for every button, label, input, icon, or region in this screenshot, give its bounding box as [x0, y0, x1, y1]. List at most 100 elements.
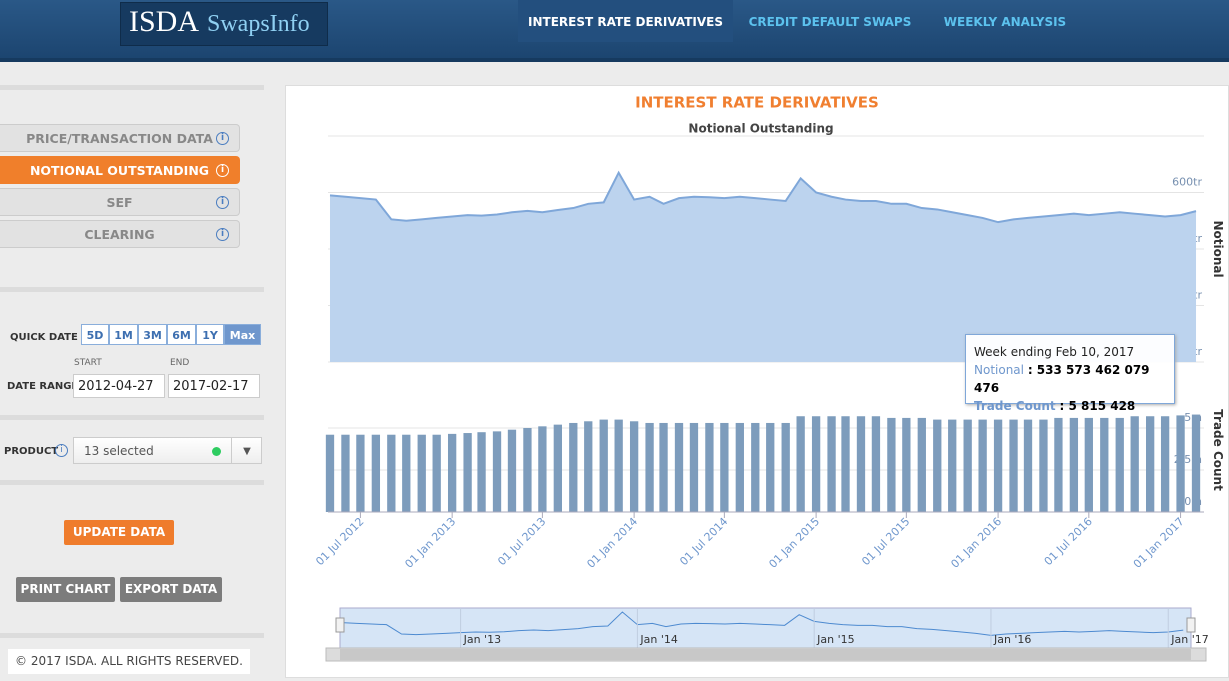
bar: [1069, 417, 1079, 512]
x-tick-label: 01 Jan 2014: [584, 515, 640, 571]
menu-label: NOTIONAL OUTSTANDING: [29, 163, 210, 178]
bar: [325, 434, 335, 512]
update-button[interactable]: UPDATE DATA: [64, 520, 174, 545]
product-select[interactable]: 13 selected ▼: [73, 437, 262, 464]
logo[interactable]: ISDA SwapsInfo: [120, 2, 328, 46]
bar: [917, 417, 926, 512]
start-label: START: [74, 358, 102, 368]
bar: [1084, 417, 1093, 512]
menu-item[interactable]: SEF i: [0, 188, 240, 216]
bar: [948, 419, 957, 512]
bar: [659, 422, 668, 512]
quick-date[interactable]: 1M: [109, 324, 138, 345]
nav-item[interactable]: INTEREST RATE DERIVATIVES: [518, 0, 733, 42]
bar: [371, 434, 381, 512]
separator: [0, 415, 264, 420]
x-tick-label: 01 Jul 2014: [677, 515, 730, 568]
bar: [871, 416, 881, 512]
tooltip-row: Trade Count : 5 815 428: [974, 397, 1166, 415]
bar: [492, 431, 502, 512]
logo-main: ISDA: [129, 5, 200, 38]
y-axis-label: Notional: [1211, 220, 1225, 277]
scrollbar-thumb: [340, 649, 1191, 660]
quick-date[interactable]: 3M: [138, 324, 167, 345]
nav-item[interactable]: CREDIT DEFAULT SWAPS: [748, 15, 912, 29]
navigator-handle: [1186, 617, 1196, 633]
x-tick-label: 01 Jul 2016: [1042, 515, 1095, 568]
quick-date[interactable]: 6M: [167, 324, 196, 345]
menu-item[interactable]: CLEARING i: [0, 220, 240, 248]
bar: [1146, 416, 1155, 512]
bar: [811, 416, 821, 512]
separator: [0, 85, 264, 90]
chart-title: INTEREST RATE DERIVATIVES: [635, 94, 879, 112]
date-range-label: DATE RANGE: [7, 381, 79, 392]
bar: [614, 419, 623, 512]
x-tick-label: 01 Jan 2017: [1131, 515, 1187, 571]
x-tick-label: 01 Jul 2012: [313, 515, 366, 568]
bar: [599, 419, 608, 512]
tooltip-title: Week ending Feb 10, 2017: [974, 345, 1135, 359]
bar: [1039, 419, 1048, 512]
bar: [402, 434, 411, 512]
bar: [432, 434, 441, 512]
quick-date[interactable]: Max: [224, 324, 261, 345]
menu-label: PRICE/TRANSACTION DATA: [26, 131, 213, 146]
bar: [1160, 416, 1170, 512]
x-tick-label: 01 Jan 2015: [766, 515, 822, 571]
menu-label: CLEARING: [84, 227, 155, 242]
bar: [387, 434, 396, 512]
separator: [0, 480, 264, 485]
bar: [827, 416, 836, 512]
navigator-label: Jan '16: [993, 633, 1031, 646]
x-tick-label: 01 Jul 2013: [495, 515, 548, 568]
bar: [1009, 419, 1018, 512]
end-label: END: [170, 358, 190, 368]
navigator-label: Jan '14: [639, 633, 677, 646]
footer: © 2017 ISDA. ALL RIGHTS RESERVED.: [8, 649, 250, 674]
bar: [569, 422, 578, 512]
bar: [933, 419, 942, 512]
tooltip-key: Notional: [974, 363, 1024, 377]
bar: [1054, 417, 1063, 512]
bar: [447, 433, 457, 512]
bar: [735, 422, 744, 512]
navigator-label: Jan '13: [463, 633, 501, 646]
tooltip: Week ending Feb 10, 2017 Notional : 533 …: [965, 334, 1175, 413]
navigator-label: Jan '15: [816, 633, 854, 646]
quick-date[interactable]: 5D: [81, 324, 109, 345]
tooltip-key: Trade Count: [974, 399, 1056, 413]
bar: [538, 426, 547, 512]
menu-label: SEF: [106, 195, 133, 210]
bar: [507, 429, 517, 512]
print-button[interactable]: PRINT CHART: [16, 577, 115, 602]
x-tick-label: 01 Jul 2015: [859, 515, 912, 568]
tooltip-row: Notional : 533 573 462 079 476: [974, 361, 1166, 397]
tooltip-value: : 533 573 462 079 476: [974, 363, 1150, 395]
bar: [417, 434, 426, 512]
nav-item[interactable]: WEEKLY ANALYSIS: [943, 15, 1067, 29]
start-input[interactable]: 2012-04-27: [73, 374, 165, 398]
end-input[interactable]: 2017-02-17: [168, 374, 260, 398]
bar: [1115, 417, 1124, 512]
quick-date[interactable]: 1Y: [196, 324, 224, 345]
line: [329, 170, 1197, 224]
bar: [1130, 416, 1139, 512]
info-icon[interactable]: i: [55, 444, 68, 457]
export-button[interactable]: EXPORT DATA: [120, 577, 222, 602]
menu-item[interactable]: PRICE/TRANSACTION DATA i: [0, 124, 240, 152]
bar: [674, 422, 684, 512]
chart-panel: INTEREST RATE DERIVATIVES Notional Outst…: [285, 85, 1229, 678]
menu-item[interactable]: NOTIONAL OUTSTANDING i: [0, 156, 240, 184]
bar: [356, 434, 365, 512]
chart-subtitle: Notional Outstanding: [688, 122, 833, 136]
separator: [0, 287, 264, 292]
x-tick-label: 01 Jan 2013: [402, 515, 458, 571]
bar: [584, 421, 593, 512]
x-tick-label: 01 Jan 2016: [948, 515, 1004, 571]
bar: [523, 428, 532, 512]
bar: [1100, 417, 1109, 512]
bar: [477, 432, 486, 512]
bar: [629, 421, 639, 512]
